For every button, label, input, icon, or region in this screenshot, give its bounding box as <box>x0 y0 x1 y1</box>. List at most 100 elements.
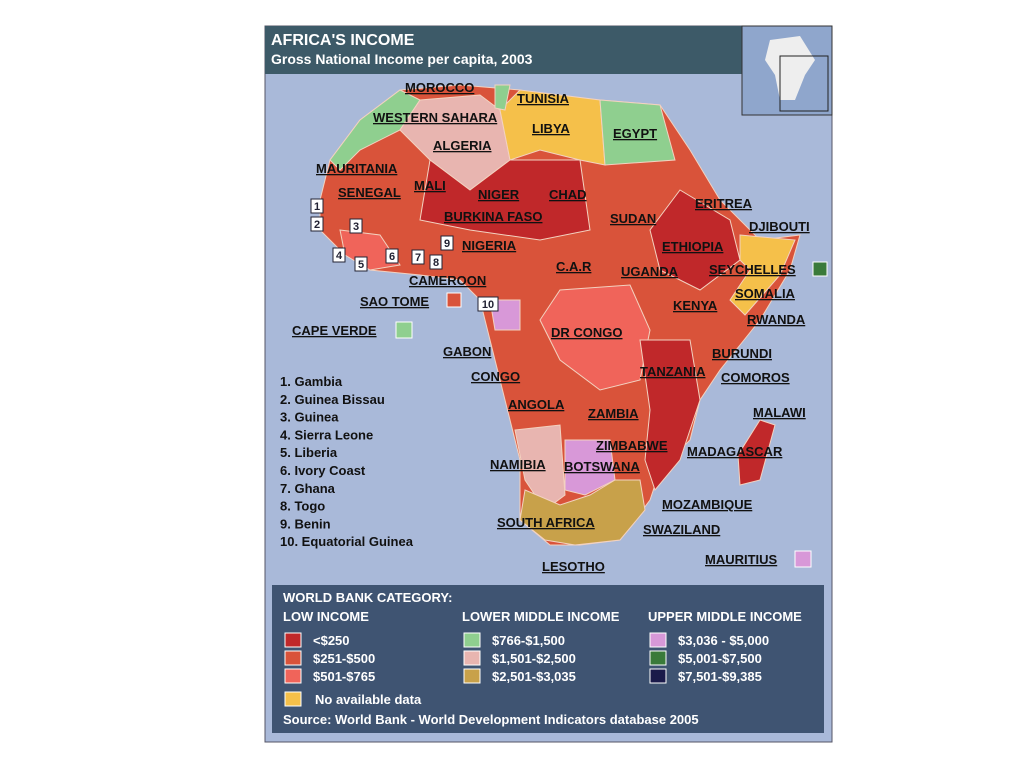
legend-label: $1,501-$2,500 <box>492 651 576 666</box>
marker-box <box>411 249 425 265</box>
key-item: 1. Gambia <box>280 374 343 389</box>
country-label: WESTERN SAHARA <box>373 110 498 125</box>
legend-swatch <box>284 668 302 684</box>
island-swatch <box>812 261 828 277</box>
country-label: SUDAN <box>610 211 656 226</box>
subtitle: Gross National Income per capita, 2003 <box>271 51 533 67</box>
marker-box <box>429 254 443 270</box>
marker-box <box>310 198 324 214</box>
country <box>737 419 776 486</box>
marker-box <box>354 256 368 272</box>
island-swatch <box>395 321 413 339</box>
source: Source: World Bank - World Development I… <box>283 712 699 727</box>
country-label: BURUNDI <box>712 346 772 361</box>
country <box>599 99 676 166</box>
country-label: SOMALIA <box>735 286 796 301</box>
legend-label: $501-$765 <box>313 669 375 684</box>
header-band <box>265 26 742 74</box>
country-label: C.A.R <box>556 259 592 274</box>
title: AFRICA'S INCOME <box>271 32 415 49</box>
country-label: ZIMBABWE <box>596 438 668 453</box>
country-label: CAPE VERDE <box>292 323 377 338</box>
country-label: CONGO <box>471 369 520 384</box>
country-label: SOUTH AFRICA <box>497 515 595 530</box>
legend-swatch <box>284 691 302 707</box>
country-label: MOROCCO <box>405 80 474 95</box>
legend-swatch <box>649 668 667 684</box>
legend-swatch <box>649 650 667 666</box>
country <box>419 159 591 241</box>
legend-heading: LOW INCOME <box>283 609 369 624</box>
key-item: 3. Guinea <box>280 410 339 425</box>
country-label: SWAZILAND <box>643 522 720 537</box>
country-label: MADAGASCAR <box>687 444 783 459</box>
country-label: ETHIOPIA <box>662 239 724 254</box>
country-label: LIBYA <box>532 121 570 136</box>
country-label: DJIBOUTI <box>749 219 810 234</box>
key-item: 6. Ivory Coast <box>280 463 366 478</box>
island-swatch <box>446 292 462 308</box>
legend-label: No available data <box>315 692 422 707</box>
island-swatch <box>794 550 812 568</box>
legend-heading: UPPER MIDDLE INCOME <box>648 609 802 624</box>
country-label: NAMIBIA <box>490 457 546 472</box>
legend-swatch <box>463 632 481 648</box>
legend-label: $766-$1,500 <box>492 633 565 648</box>
country-label: DR CONGO <box>551 325 623 340</box>
country-label: CHAD <box>549 187 587 202</box>
legend-label: $2,501-$3,035 <box>492 669 576 684</box>
country-label: SENEGAL <box>338 185 401 200</box>
legend-label: $251-$500 <box>313 651 375 666</box>
legend-swatch <box>463 650 481 666</box>
country-label: LESOTHO <box>542 559 605 574</box>
legend-label: $5,001-$7,500 <box>678 651 762 666</box>
marker-box <box>440 235 454 251</box>
legend-swatch <box>649 632 667 648</box>
country-label: SEYCHELLES <box>709 262 796 277</box>
country <box>649 189 741 291</box>
marker-box <box>477 296 499 312</box>
marker-number: 10 <box>482 299 494 311</box>
legend-heading: LOWER MIDDLE INCOME <box>462 609 620 624</box>
country <box>494 84 511 111</box>
marker-number: 7 <box>415 252 421 264</box>
country-label: ALGERIA <box>433 138 492 153</box>
country-label: TANZANIA <box>640 364 706 379</box>
country-label: MAURITANIA <box>316 161 398 176</box>
key-item: 10. Equatorial Guinea <box>280 534 414 549</box>
marker-box <box>349 218 363 234</box>
legend-label: $7,501-$9,385 <box>678 669 762 684</box>
key-item: 5. Liberia <box>280 445 338 460</box>
marker-number: 1 <box>314 201 320 213</box>
country-label: KENYA <box>673 298 718 313</box>
country-label: NIGER <box>478 187 520 202</box>
country-label: NIGERIA <box>462 238 517 253</box>
country-label: UGANDA <box>621 264 679 279</box>
country-label: TUNISIA <box>517 91 570 106</box>
legend-swatch <box>284 632 302 648</box>
marker-box <box>332 247 346 263</box>
country-label: RWANDA <box>747 312 806 327</box>
key-item: 9. Benin <box>280 516 331 531</box>
country-patches <box>329 84 796 546</box>
country-label: ERITREA <box>695 196 753 211</box>
country <box>499 89 606 166</box>
country-label: MAURITIUS <box>705 552 778 567</box>
country <box>519 479 646 546</box>
country-label: BURKINA FASO <box>444 209 542 224</box>
country <box>539 284 651 391</box>
marker-number: 5 <box>358 259 364 271</box>
legend-swatch <box>463 668 481 684</box>
marker-number: 8 <box>433 257 439 269</box>
key-item: 8. Togo <box>280 499 325 514</box>
key-item: 4. Sierra Leone <box>280 427 373 442</box>
marker-box <box>310 216 324 232</box>
marker-number: 2 <box>314 219 320 231</box>
country-label: BOTSWANA <box>564 459 640 474</box>
key-item: 7. Ghana <box>280 481 336 496</box>
marker-box <box>385 248 399 264</box>
country-label: SAO TOME <box>360 294 429 309</box>
legend-label: <$250 <box>313 633 350 648</box>
country-label: GABON <box>443 344 491 359</box>
country-label: ANGOLA <box>508 397 565 412</box>
